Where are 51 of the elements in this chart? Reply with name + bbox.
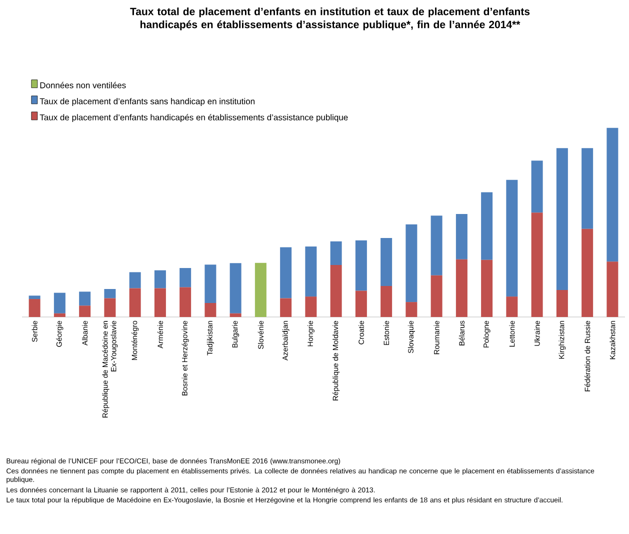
bar	[556, 148, 568, 290]
bar	[104, 289, 116, 298]
bar	[305, 296, 317, 317]
bar	[582, 228, 594, 317]
bar	[406, 224, 418, 302]
bar	[180, 287, 192, 317]
bar	[606, 262, 618, 317]
chart-title: Taux total de placement d’enfants en institution et taux de placement d’enfants handicapés en établissements d’assistance publique*, fin de l’année 2014**	[130, 8, 530, 30]
bar	[481, 192, 493, 260]
bar	[28, 299, 40, 317]
bar	[79, 292, 91, 306]
bar	[79, 306, 91, 317]
bar	[430, 216, 442, 276]
bar	[330, 264, 342, 317]
bar	[330, 241, 342, 265]
bar	[54, 292, 66, 314]
bar	[380, 238, 392, 286]
bar	[204, 264, 216, 303]
bar	[129, 288, 141, 317]
bar	[154, 270, 166, 288]
bar	[380, 286, 392, 317]
bar	[531, 212, 543, 317]
bar	[606, 128, 618, 262]
bar	[582, 148, 594, 229]
bar	[556, 290, 568, 317]
bar	[481, 260, 493, 317]
legend-label: Taux de placement d’enfants sans handicap en institution	[40, 98, 255, 106]
bar	[104, 298, 116, 317]
bar	[456, 259, 468, 317]
bar	[254, 262, 266, 317]
bar	[506, 180, 518, 297]
bar	[280, 247, 292, 298]
bar	[54, 313, 66, 317]
bar	[531, 160, 543, 213]
bar	[456, 214, 468, 260]
bar	[154, 288, 166, 317]
bar	[28, 296, 40, 300]
bar	[355, 290, 367, 317]
legend-label: Taux de placement d’enfants handicapés en établissements d’assistance publique	[40, 114, 348, 122]
bar	[280, 298, 292, 317]
bar	[430, 275, 442, 317]
bar	[406, 302, 418, 317]
bar	[355, 240, 367, 291]
bar	[506, 296, 518, 317]
bar	[305, 246, 317, 297]
bar	[180, 268, 192, 288]
bar	[129, 272, 141, 288]
legend-label: Données non ventilées	[40, 82, 126, 88]
bar	[230, 263, 242, 314]
bar	[204, 302, 216, 317]
bar	[230, 313, 242, 317]
